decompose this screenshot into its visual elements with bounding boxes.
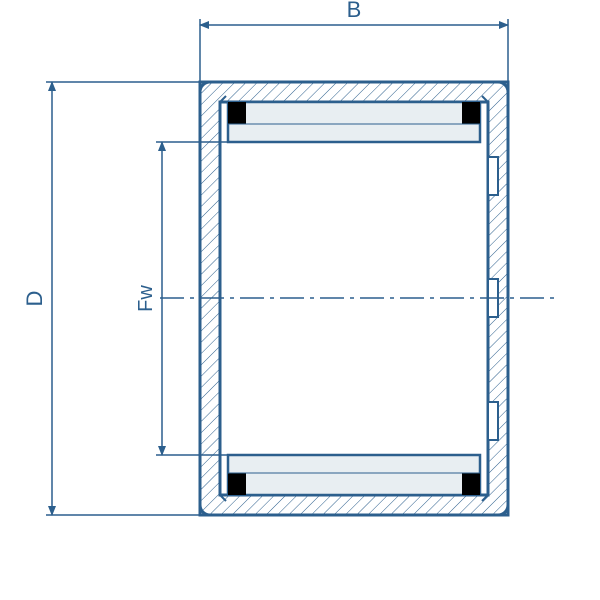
label-Fw: Fw [135,285,157,312]
wall-notch [488,402,498,440]
label-B: B [347,0,362,22]
wall-notch [488,157,498,195]
bearing-diagram: B D Fw [0,0,600,600]
roller-top [228,102,480,142]
roller-bottom [228,455,480,495]
label-D: D [22,291,47,307]
